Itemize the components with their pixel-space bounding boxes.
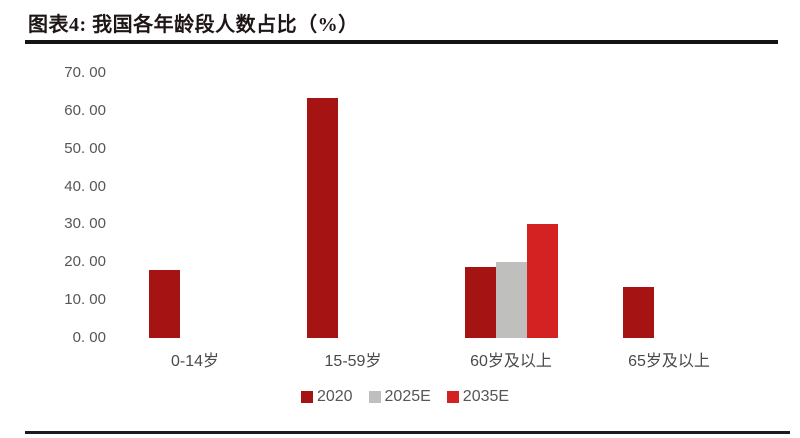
chart-title: 图表4: 我国各年龄段人数占比（%） (28, 14, 359, 36)
x-category-label: 60岁及以上 (470, 353, 552, 370)
y-tick-label: 10. 00 (64, 291, 106, 309)
legend-label: 2035E (462, 388, 510, 405)
y-tick-label: 40. 00 (64, 177, 106, 195)
x-category-label: 15-59岁 (324, 353, 382, 370)
x-category-label: 0-14岁 (170, 353, 220, 370)
bar-2020-cat3 (622, 286, 654, 338)
bar-2025e-cat2 (495, 262, 527, 338)
y-tick-label: 0. 00 (72, 329, 106, 346)
bar-2020-cat2 (464, 267, 496, 338)
bar-2020-cat0 (148, 270, 180, 338)
legend-label: 2025E (384, 388, 431, 405)
y-tick-label: 30. 00 (64, 215, 106, 233)
bottom-rule (25, 431, 790, 434)
legend-swatch-icon (446, 391, 459, 403)
legend-label: 2020 (316, 388, 353, 405)
y-tick-label: 70. 00 (64, 64, 106, 81)
legend-item-2025e: 2025E (368, 388, 431, 406)
legend-swatch-icon (368, 391, 381, 403)
x-category-label: 65岁及以上 (628, 353, 710, 370)
legend-item-2035e: 2035E (446, 388, 510, 406)
y-tick-label: 20. 00 (64, 253, 106, 271)
title-underline (25, 40, 778, 44)
legend-item-2020: 2020 (300, 388, 353, 406)
bar-2035e-cat2 (526, 224, 558, 338)
legend-swatch-icon (300, 391, 313, 403)
legend: 2020 2025E 2035E (0, 388, 800, 406)
y-tick-label: 60. 00 (64, 101, 106, 119)
y-tick-label: 50. 00 (64, 139, 106, 157)
bar-2020-cat1 (306, 98, 338, 338)
